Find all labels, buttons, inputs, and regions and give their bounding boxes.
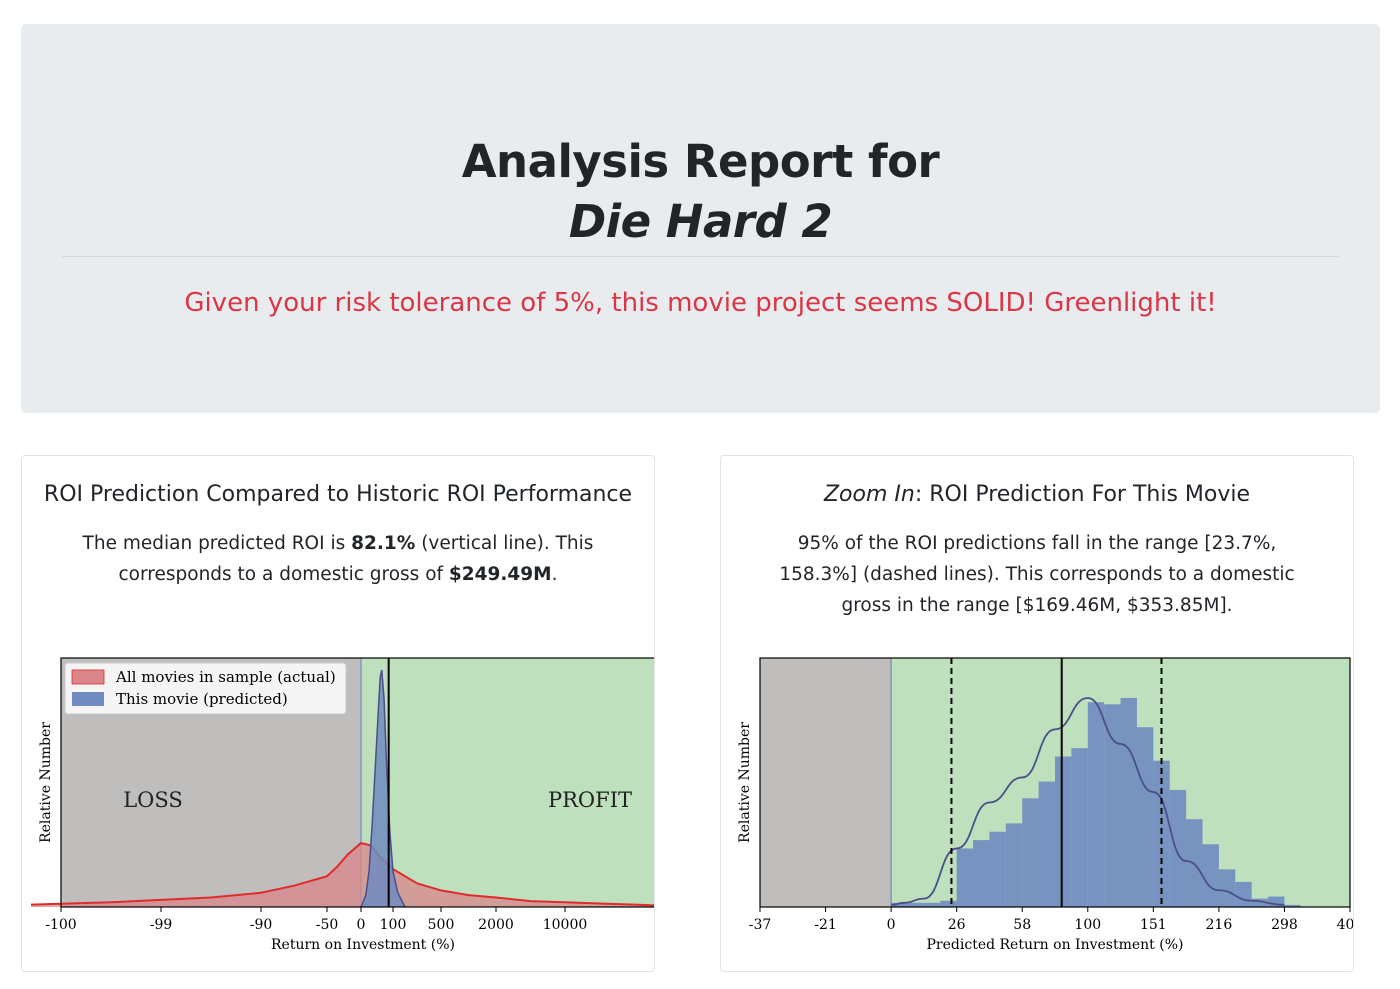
- x-tick-label: 216: [1206, 917, 1233, 933]
- profit-label: PROFIT: [548, 788, 632, 812]
- legend-label-predicted: This movie (predicted): [116, 690, 288, 708]
- card-description: 95% of the ROI predictions fall in the r…: [779, 533, 1295, 616]
- histogram-bar: [1169, 789, 1187, 907]
- x-tick-label: 26: [948, 917, 966, 933]
- loss-label: LOSS: [123, 788, 183, 812]
- x-tick-label: 151: [1140, 917, 1167, 933]
- legend-label-actual: All movies in sample (actual): [115, 668, 336, 686]
- actual-roi-histogram: [31, 843, 654, 907]
- text-part: (vertical line). This corresponds to a d…: [118, 533, 594, 585]
- plot-frame: [60, 657, 654, 908]
- histogram-bar: [1038, 781, 1055, 907]
- x-tick-label: -90: [250, 917, 273, 933]
- histogram-bar: [1218, 869, 1236, 907]
- x-tick-label: -21: [814, 917, 837, 933]
- histogram-bar: [923, 902, 941, 907]
- x-tick-label: -37: [749, 917, 772, 933]
- histogram-bar: [891, 902, 908, 907]
- roi-zoom-card: Zoom In: ROI Prediction For This Movie 9…: [720, 455, 1354, 972]
- histogram-bar: [989, 831, 1006, 907]
- divider: [62, 256, 1339, 257]
- histogram-bar: [907, 902, 924, 907]
- title-emphasis: Zoom In: [823, 482, 915, 507]
- histogram-bar: [1071, 748, 1088, 907]
- median-gross-value: $249.49M: [448, 564, 552, 585]
- histogram-bar: [1268, 896, 1285, 907]
- x-axis-label: Return on Investment (%): [271, 937, 455, 953]
- x-tick-label: 401: [1337, 917, 1353, 933]
- histogram-bar: [1136, 727, 1154, 907]
- card-description: The median predicted ROI is 82.1% (verti…: [62, 528, 614, 590]
- report-header: Analysis Report for Die Hard 2 Given you…: [21, 24, 1380, 413]
- x-tick-label: 500: [428, 917, 455, 933]
- legend-swatch-actual: [71, 669, 105, 685]
- x-tick-label: 58: [1013, 917, 1031, 933]
- histogram-bar: [1104, 704, 1121, 907]
- plot-frame: [759, 657, 1351, 908]
- legend-box: [64, 662, 347, 715]
- y-axis-label: Relative Number: [38, 722, 54, 843]
- predicted-roi-histogram: [361, 670, 405, 907]
- title-line: Analysis Report for: [461, 135, 940, 188]
- x-tick-label: 0: [357, 917, 366, 933]
- x-tick-label: 2000: [478, 917, 514, 933]
- histogram-bar: [1120, 698, 1137, 907]
- title-rest: : ROI Prediction For This Movie: [914, 482, 1251, 507]
- histogram-bar: [956, 848, 974, 907]
- card-title: ROI Prediction Compared to Historic ROI …: [43, 482, 633, 507]
- movie-title: Die Hard 2: [568, 195, 833, 248]
- roi-comparison-card: ROI Prediction Compared to Historic ROI …: [21, 455, 655, 972]
- x-tick-label: 0: [887, 917, 896, 933]
- x-tick-label: -50: [316, 917, 339, 933]
- x-tick-label: 100: [1074, 917, 1101, 933]
- predicted-roi-density-line: [360, 669, 406, 908]
- median-roi-value: 82.1%: [351, 533, 416, 554]
- histogram-bar: [1005, 823, 1023, 907]
- page-title: Analysis Report for Die Hard 2: [21, 132, 1380, 252]
- loss-region: [760, 658, 892, 907]
- text-part: .: [551, 564, 558, 585]
- predicted-density-curve: [891, 697, 1285, 906]
- histogram-bar: [940, 900, 957, 907]
- histogram-bar: [1022, 798, 1039, 907]
- histogram-bar: [1087, 702, 1105, 907]
- histogram-bar: [1284, 904, 1301, 907]
- verdict-message: Given your risk tolerance of 5%, this mo…: [184, 288, 1217, 318]
- profit-region: [361, 658, 654, 907]
- x-tick-label: -99: [150, 917, 173, 933]
- x-tick-label: -100: [45, 917, 76, 933]
- x-axis-label: Predicted Return on Investment (%): [927, 937, 1184, 953]
- x-tick-label: 100: [380, 917, 407, 933]
- histogram-bar: [1251, 898, 1269, 907]
- text-part: The median predicted ROI is: [82, 533, 352, 554]
- histogram-bar: [1235, 881, 1252, 907]
- x-tick-label: 298: [1271, 917, 1298, 933]
- roi-comparison-chart: LOSS PROFIT -100 -99 -90 -50 0 100 500 2000 10000 R…: [30, 657, 654, 953]
- histogram-bar: [973, 840, 990, 907]
- card-title: Zoom In: ROI Prediction For This Movie: [721, 482, 1353, 507]
- roi-zoom-chart: -37 -21 0 26 58 100 151 216 298 401 Predicted Retu…: [737, 657, 1353, 953]
- histogram-bar: [1202, 844, 1219, 907]
- histogram-bar: [1055, 756, 1072, 907]
- y-axis-label: Relative Number: [737, 722, 753, 843]
- legend-swatch-predicted: [72, 692, 104, 706]
- x-tick-label: 10000: [543, 917, 588, 933]
